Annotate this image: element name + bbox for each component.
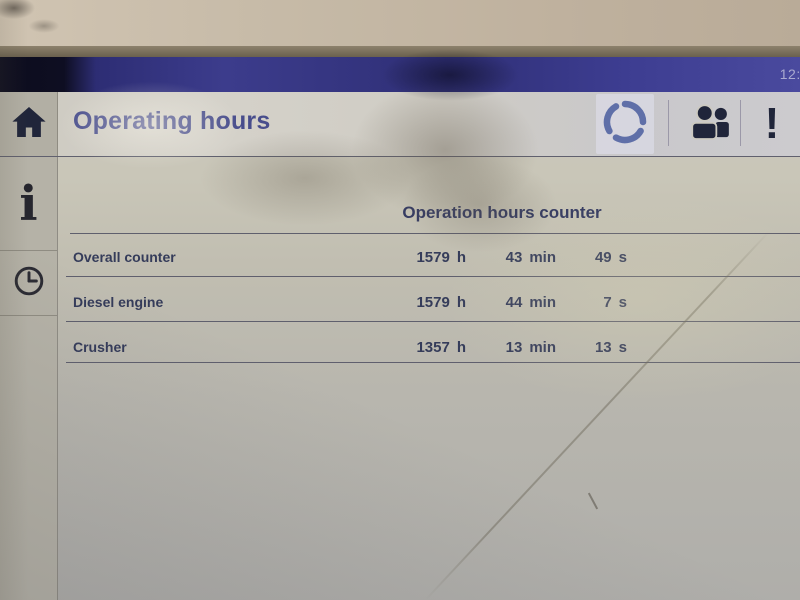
sidebar: i [0, 157, 58, 600]
table-title: Operation hours counter [402, 203, 602, 222]
exclamation-alarm-icon: ! [764, 99, 780, 148]
header-bar: Operating hours [0, 92, 800, 156]
info-icon: i [19, 175, 38, 232]
header-divider [668, 100, 669, 146]
machine-display: 12:5 Operating hours [0, 57, 800, 600]
table-title-underline [70, 233, 800, 234]
home-icon [10, 103, 48, 146]
seconds-value: 49 s [594, 249, 627, 266]
status-bar: 12:5 [0, 57, 800, 92]
table-row: Overall counter 1579 h 43 min 49 s [0, 249, 800, 269]
hours-value: 1579 h [416, 294, 466, 311]
minutes-value: 43 min [505, 249, 556, 266]
rotation-button[interactable] [596, 94, 654, 154]
seconds-unit: s [618, 339, 627, 356]
seconds-unit: s [618, 294, 627, 311]
row-label: Diesel engine [73, 294, 164, 310]
hours-value: 1579 h [416, 249, 466, 266]
hours-unit: h [456, 249, 466, 266]
row-label: Crusher [73, 339, 127, 355]
screen-bezel [0, 46, 800, 57]
seconds-unit: s [618, 249, 627, 266]
row-divider [66, 276, 800, 277]
users-icon [686, 100, 736, 149]
row-divider [66, 321, 800, 322]
minutes-value: 44 min [505, 294, 556, 311]
page-title: Operating hours [73, 107, 271, 135]
rotation-spiral-icon [602, 99, 648, 150]
seconds-value: 13 s [594, 339, 627, 356]
desk-background [0, 0, 800, 46]
row-label: Overall counter [73, 249, 176, 265]
table-row: Crusher 1357 h 13 min 13 s [0, 339, 800, 359]
users-button[interactable] [682, 94, 740, 154]
sidebar-item-info[interactable]: i [0, 157, 57, 251]
header-divider [740, 100, 741, 146]
hours-unit: h [456, 294, 466, 311]
hours-unit: h [456, 339, 466, 356]
minutes-value: 13 min [505, 339, 556, 356]
header-underline [0, 156, 800, 157]
row-divider [66, 362, 800, 363]
hours-value: 1357 h [416, 339, 466, 356]
home-button[interactable] [0, 92, 58, 156]
clock-time: 12:5 [779, 66, 800, 82]
alarm-button[interactable]: ! [750, 94, 794, 154]
